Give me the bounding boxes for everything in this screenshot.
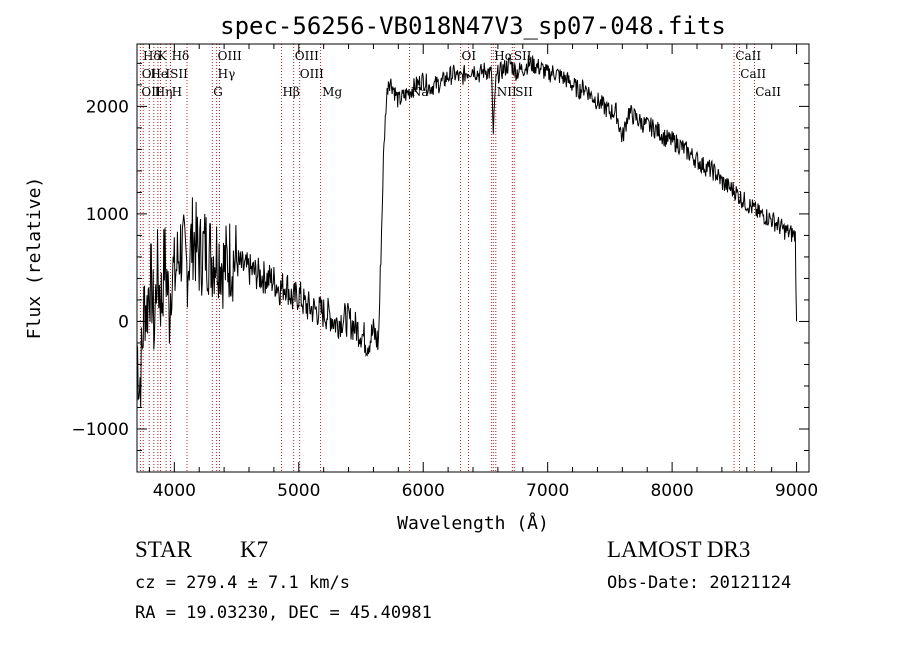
line-label: Hδ bbox=[143, 49, 161, 63]
line-label: Hγ bbox=[218, 67, 236, 81]
x-axis-ticks: 4000 5000 6000 7000 8000 9000 bbox=[148, 44, 818, 501]
line-label: SII bbox=[515, 85, 533, 99]
line-label: G bbox=[213, 85, 223, 99]
line-label: CaII bbox=[755, 85, 781, 99]
line-label: OIII bbox=[300, 67, 324, 81]
line-label: OIII bbox=[295, 49, 319, 63]
y-tick-label: 2000 bbox=[86, 97, 129, 117]
y-tick-label: −1000 bbox=[71, 420, 129, 440]
coordinates: RA = 19.03230, DEC = 45.40981 bbox=[135, 603, 432, 623]
line-label: K bbox=[158, 49, 168, 63]
x-axis-label: Wavelength (Å) bbox=[397, 512, 549, 534]
line-label: He bbox=[150, 67, 168, 81]
line-label: Hβ bbox=[282, 85, 299, 99]
line-label: Na bbox=[411, 85, 429, 99]
line-label: CaII bbox=[735, 49, 761, 63]
line-label: OII bbox=[141, 85, 161, 99]
x-tick-label: 6000 bbox=[402, 481, 445, 501]
x-tick-label: 4000 bbox=[153, 481, 196, 501]
line-label: NII bbox=[497, 85, 517, 99]
line-label: CaII bbox=[740, 67, 766, 81]
line-label: Hδ bbox=[172, 49, 190, 63]
line-label: ISII bbox=[165, 67, 188, 81]
line-label: Hη bbox=[155, 85, 173, 99]
line-label: Mg bbox=[322, 85, 342, 99]
redshift-velocity: cz = 279.4 ± 7.1 km/s bbox=[135, 573, 350, 593]
line-label: OIII bbox=[218, 49, 242, 63]
line-label: H bbox=[172, 85, 182, 99]
y-axis-label: Flux (relative) bbox=[24, 177, 45, 340]
y-axis-ticks: −1000 0 1000 2000 bbox=[71, 62, 809, 451]
line-label: OI bbox=[142, 67, 157, 81]
object-subclass: K7 bbox=[240, 537, 269, 562]
x-tick-label: 8000 bbox=[650, 481, 693, 501]
x-tick-label: 5000 bbox=[277, 481, 320, 501]
flux-line bbox=[136, 55, 798, 408]
survey-name: LAMOST DR3 bbox=[607, 537, 751, 562]
line-label: SII bbox=[514, 49, 532, 63]
x-tick-label: 9000 bbox=[775, 481, 818, 501]
spectral-line-markers bbox=[139, 44, 755, 472]
y-tick-label: 0 bbox=[118, 312, 129, 332]
chart-title: spec-56256-VB018N47V3_sp07-048.fits bbox=[220, 12, 726, 40]
line-label: Hα bbox=[494, 49, 513, 63]
object-class: STAR bbox=[135, 537, 192, 562]
y-tick-label: 1000 bbox=[86, 205, 129, 225]
observation-date: Obs-Date: 20121124 bbox=[607, 573, 792, 593]
x-tick-label: 7000 bbox=[526, 481, 569, 501]
line-label: OI bbox=[462, 49, 477, 63]
